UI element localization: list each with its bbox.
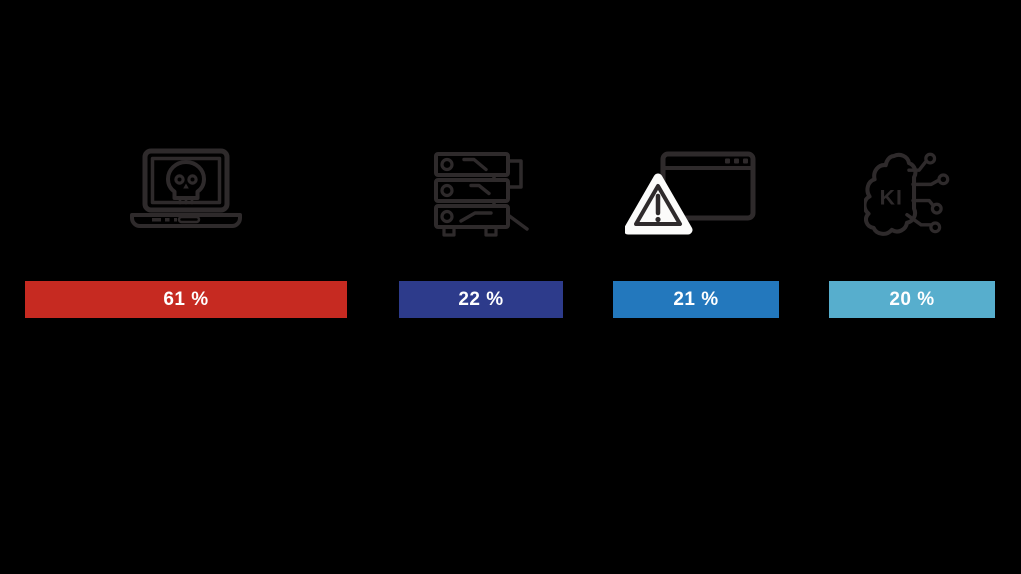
bar-malware: 61 % [25, 281, 347, 318]
ki-brain-icon: KI [864, 150, 960, 243]
bar-ki: 20 % [829, 281, 995, 318]
svg-text:KI: KI [880, 187, 903, 210]
bar-value-label: 21 % [673, 288, 719, 310]
bar-value-label: 22 % [458, 288, 504, 310]
browser-warning-icon [625, 150, 757, 242]
bar-value-label: 20 % [889, 288, 935, 310]
server-rack-icon [431, 151, 531, 243]
bar-value-label: 61 % [163, 288, 209, 310]
warning-triangle-icon [625, 173, 693, 235]
bar-browser-warning: 21 % [613, 281, 779, 318]
bar-server: 22 % [399, 281, 563, 318]
laptop-skull-malware-icon [130, 148, 242, 240]
